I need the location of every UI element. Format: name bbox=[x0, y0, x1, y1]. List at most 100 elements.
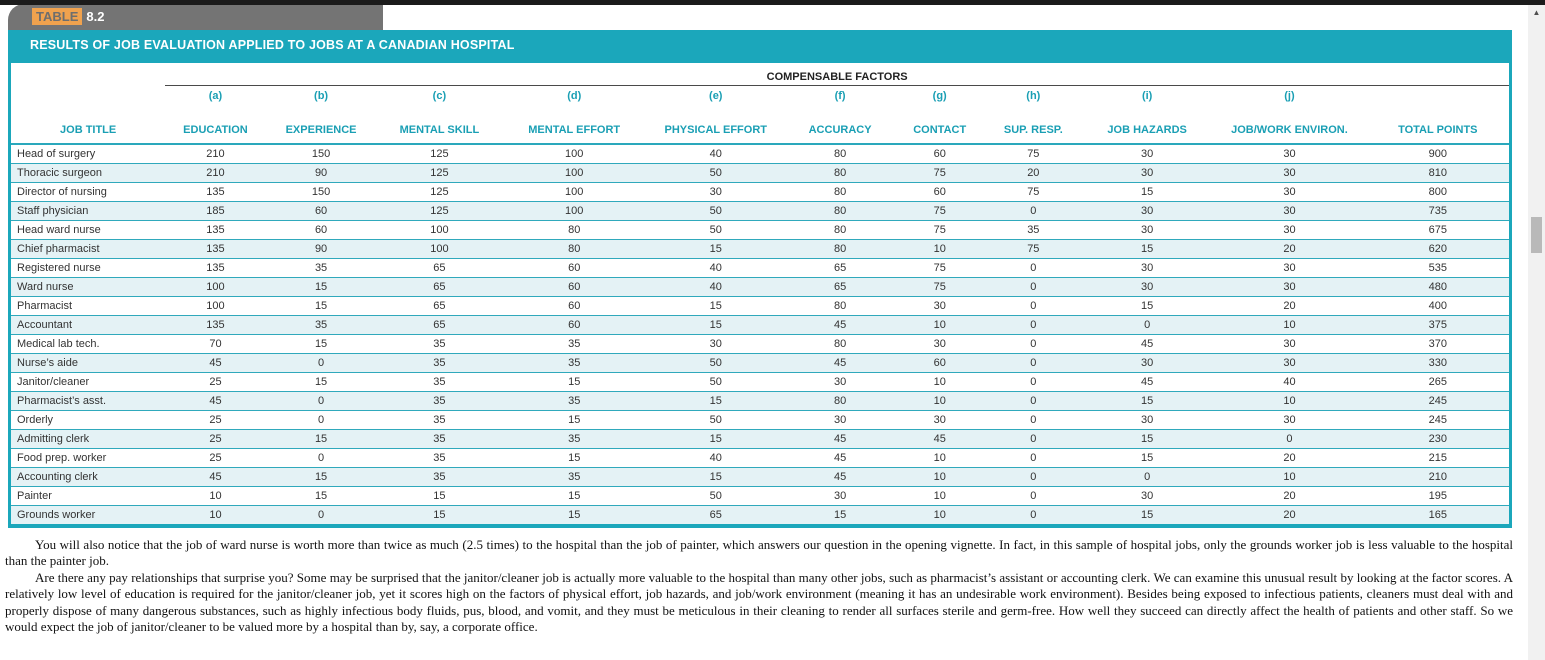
job-title-cell: Ward nurse bbox=[17, 281, 74, 294]
factor-score-cell: 0 bbox=[1030, 338, 1037, 351]
factor-score-cell: 0 bbox=[1030, 262, 1037, 275]
factor-score-cell: 70 bbox=[209, 338, 222, 351]
factor-score-cell: 30 bbox=[833, 414, 847, 427]
job-evaluation-table: COMPENSABLE FACTORS (a) (b) (c) (d) (e) … bbox=[11, 63, 1509, 524]
factor-score-cell: 135 bbox=[206, 186, 225, 199]
table-tab-highlight: TABLE bbox=[32, 8, 83, 25]
factor-score-cell: 0 bbox=[1030, 357, 1037, 370]
factor-score-cell: 60 bbox=[933, 148, 946, 161]
factor-score-cell: 80 bbox=[833, 167, 847, 180]
factor-score-cell: 30 bbox=[933, 338, 946, 351]
factor-score-cell: 0 bbox=[318, 357, 325, 370]
factor-score-cell: 125 bbox=[430, 167, 449, 180]
table-row: Medical lab tech. 70 15 35 35 30 80 30 0 45 30 370 bbox=[11, 334, 1509, 354]
factor-score-cell: 0 bbox=[1030, 414, 1037, 427]
factor-score-cell: 30 bbox=[1283, 148, 1296, 161]
factor-score-cell: 45 bbox=[933, 433, 946, 446]
factor-score-cell: 45 bbox=[833, 433, 847, 446]
factor-score-cell: 60 bbox=[568, 300, 581, 313]
column-letter-row: (a) (b) (c) (d) (e) (f) (g) (h) (i) (j) bbox=[11, 86, 1509, 107]
factor-score-cell: 65 bbox=[833, 281, 847, 294]
factor-score-cell: 10 bbox=[933, 509, 946, 522]
factor-score-cell: 0 bbox=[1030, 281, 1037, 294]
column-letter bbox=[1367, 86, 1509, 107]
table-row: Staff physician 185 60 125 100 50 80 75 0 30 30 735 bbox=[11, 201, 1509, 221]
job-title-cell: Painter bbox=[17, 490, 52, 503]
factor-score-cell: 100 bbox=[565, 186, 584, 199]
factor-score-cell: 30 bbox=[933, 414, 946, 427]
factor-score-cell: 10 bbox=[933, 376, 946, 389]
total-points-cell: 165 bbox=[1428, 509, 1447, 522]
factor-score-cell: 0 bbox=[1030, 509, 1037, 522]
column-header-row: JOB TITLE EDUCATION EXPERIENCE MENTAL SK… bbox=[11, 106, 1509, 144]
factor-score-cell: 50 bbox=[709, 490, 722, 503]
factor-score-cell: 30 bbox=[1141, 357, 1154, 370]
paragraph: Are there any pay relationships that sur… bbox=[5, 569, 1513, 635]
factor-score-cell: 80 bbox=[833, 300, 847, 313]
column-letter: (d) bbox=[567, 90, 582, 102]
factor-score-cell: 30 bbox=[1283, 281, 1296, 294]
table-row: Orderly 25 0 35 15 50 30 30 0 30 30 245 bbox=[11, 410, 1509, 430]
factor-score-cell: 20 bbox=[1283, 509, 1296, 522]
factor-score-cell: 35 bbox=[568, 471, 581, 484]
factor-score-cell: 35 bbox=[433, 338, 446, 351]
factor-score-cell: 35 bbox=[568, 395, 581, 408]
factor-score-cell: 45 bbox=[833, 357, 847, 370]
scrollbar-thumb[interactable] bbox=[1531, 217, 1542, 253]
total-points-cell: 230 bbox=[1428, 433, 1447, 446]
factor-score-cell: 35 bbox=[568, 338, 581, 351]
factor-score-cell: 75 bbox=[933, 281, 946, 294]
factor-score-cell: 50 bbox=[709, 205, 722, 218]
factor-score-cell: 20 bbox=[1283, 300, 1296, 313]
table-row: Thoracic surgeon 210 90 125 100 50 80 75 20 30 30 8… bbox=[11, 163, 1509, 183]
factor-score-cell: 60 bbox=[568, 319, 581, 332]
total-points-cell: 400 bbox=[1428, 300, 1447, 313]
factor-score-cell: 25 bbox=[209, 452, 222, 465]
factor-score-cell: 15 bbox=[709, 471, 722, 484]
factor-score-cell: 15 bbox=[1141, 243, 1154, 256]
factor-score-cell: 45 bbox=[209, 357, 222, 370]
factor-score-cell: 25 bbox=[209, 376, 222, 389]
job-title-cell: Pharmacist bbox=[17, 300, 73, 313]
factor-score-cell: 80 bbox=[833, 338, 847, 351]
factor-score-cell: 0 bbox=[1030, 433, 1037, 446]
table-row: Accounting clerk 45 15 35 35 15 45 10 0 0 10 210 bbox=[11, 467, 1509, 487]
job-title-cell: Admitting clerk bbox=[17, 433, 90, 446]
total-points-cell: 810 bbox=[1428, 167, 1447, 180]
factor-score-cell: 0 bbox=[1030, 395, 1037, 408]
factor-score-cell: 135 bbox=[206, 224, 225, 237]
factor-score-cell: 75 bbox=[1027, 186, 1040, 199]
job-title-cell: Medical lab tech. bbox=[17, 338, 100, 351]
column-letter: (a) bbox=[208, 90, 223, 102]
column-header: JOB TITLE bbox=[60, 124, 117, 136]
factor-score-cell: 30 bbox=[709, 338, 722, 351]
job-title-cell: Pharmacist’s asst. bbox=[17, 395, 107, 408]
factor-score-cell: 65 bbox=[433, 319, 446, 332]
scrollbar[interactable]: ▲ bbox=[1528, 0, 1545, 660]
factor-score-cell: 15 bbox=[709, 319, 722, 332]
factor-score-cell: 0 bbox=[1030, 452, 1037, 465]
factor-score-cell: 0 bbox=[1286, 433, 1293, 446]
factor-score-cell: 65 bbox=[433, 262, 446, 275]
factor-score-cell: 15 bbox=[314, 338, 328, 351]
job-title-cell: Director of nursing bbox=[17, 186, 107, 199]
factor-score-cell: 35 bbox=[568, 433, 581, 446]
factor-score-cell: 35 bbox=[433, 357, 446, 370]
total-points-cell: 245 bbox=[1428, 414, 1447, 427]
factor-score-cell: 50 bbox=[709, 357, 722, 370]
scroll-up-icon[interactable]: ▲ bbox=[1532, 8, 1541, 17]
factor-score-cell: 150 bbox=[311, 186, 331, 199]
factor-score-cell: 0 bbox=[318, 509, 325, 522]
factor-score-cell: 15 bbox=[568, 490, 581, 503]
job-evaluation-table-container: COMPENSABLE FACTORS (a) (b) (c) (d) (e) … bbox=[8, 60, 1512, 528]
factor-score-cell: 15 bbox=[1141, 452, 1154, 465]
table-row: Admitting clerk 25 15 35 35 15 45 45 0 15 0 230 bbox=[11, 429, 1509, 449]
factor-score-cell: 0 bbox=[318, 414, 325, 427]
factor-score-cell: 35 bbox=[1027, 224, 1040, 237]
factor-score-cell: 30 bbox=[1141, 148, 1154, 161]
factor-score-cell: 80 bbox=[833, 205, 847, 218]
job-title-cell: Orderly bbox=[17, 414, 54, 427]
factor-score-cell: 150 bbox=[311, 148, 331, 161]
factor-score-cell: 35 bbox=[433, 395, 446, 408]
factor-score-cell: 60 bbox=[933, 186, 946, 199]
